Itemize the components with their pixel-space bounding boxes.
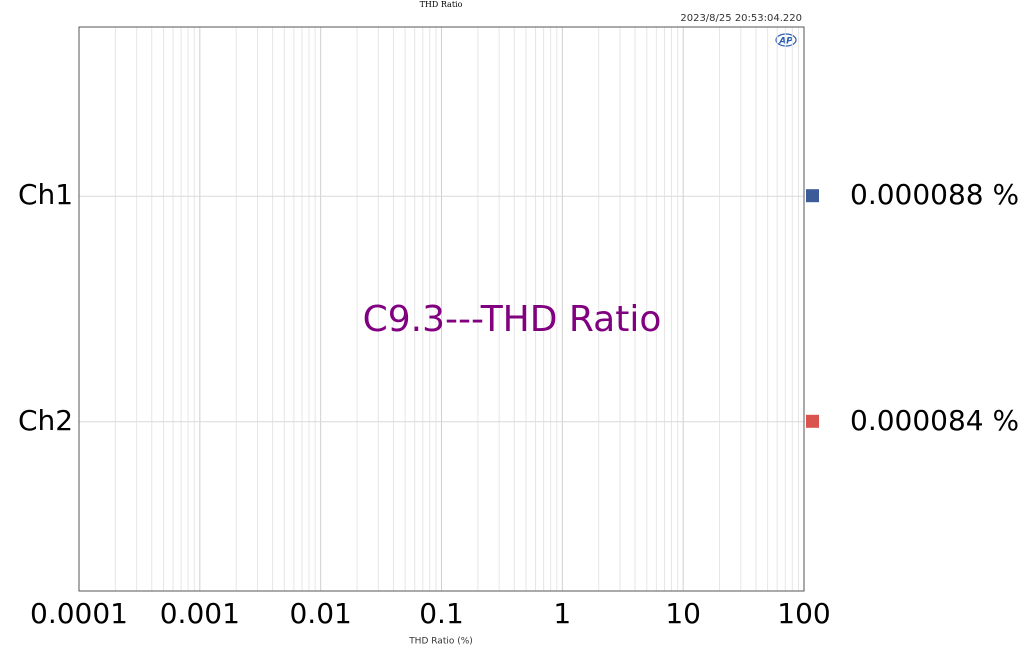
chart-title: THD Ratio	[420, 0, 463, 9]
x-tick-label: 0.01	[289, 597, 351, 630]
value-label: 0.000084 %	[850, 404, 1019, 437]
x-tick-label: 0.0001	[30, 597, 128, 630]
x-tick-label: 100	[777, 597, 830, 630]
annotation: C9.3---THD Ratio	[363, 299, 662, 340]
x-tick-label: 0.1	[419, 597, 464, 630]
value-label: 0.000088 %	[850, 178, 1019, 211]
logo-ring	[775, 33, 797, 47]
logo: AP	[775, 33, 797, 47]
plot-frame	[78, 26, 805, 592]
channel-marker	[806, 189, 819, 203]
x-tick-label: 0.001	[160, 597, 240, 630]
timestamp: 2023/8/25 20:53:04.220	[680, 13, 802, 24]
x-axis-label: THD Ratio (%)	[408, 637, 473, 647]
category-label: Ch2	[18, 404, 73, 437]
x-tick-label: 10	[665, 597, 701, 630]
x-tick-label: 1	[553, 597, 571, 630]
channel-marker	[806, 414, 819, 428]
category-label: Ch1	[18, 178, 73, 211]
